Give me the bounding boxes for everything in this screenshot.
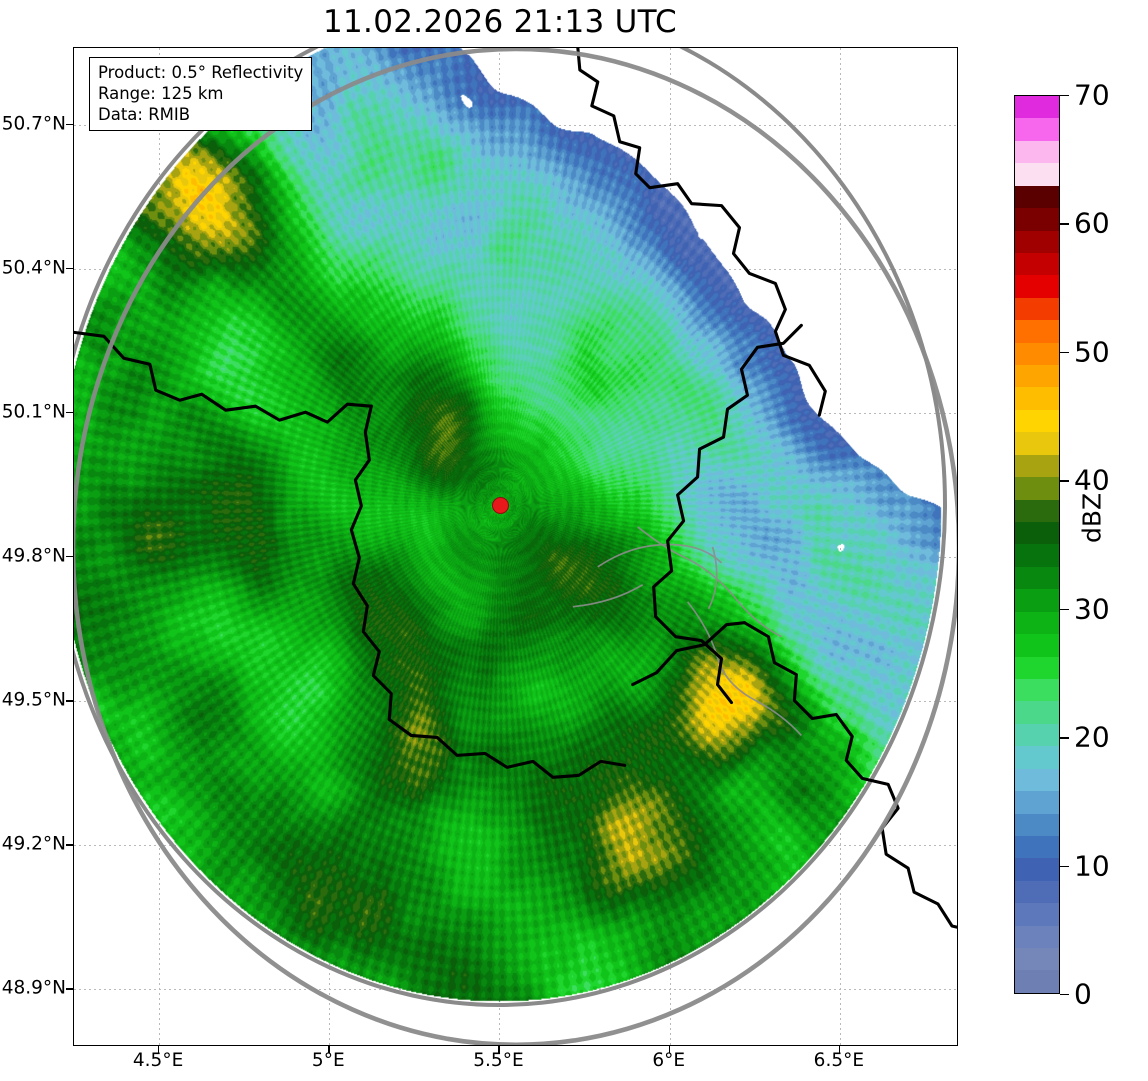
colorbar-segment-28 <box>1015 723 1059 747</box>
x-tick-label-2: 5.5°E <box>473 1050 524 1071</box>
colorbar-tick <box>1060 480 1069 482</box>
colorbar-tick <box>1060 865 1069 867</box>
colorbar-segment-2 <box>1015 140 1059 164</box>
reflectivity-colorbar[interactable] <box>1014 95 1060 994</box>
colorbar-segment-17 <box>1015 477 1059 500</box>
y-tick-label-5: 49.2°N <box>1 833 66 855</box>
colorbar-tick <box>1060 223 1069 225</box>
x-tick-mark <box>328 1046 330 1053</box>
colorbar-segment-15 <box>1015 432 1059 455</box>
colorbar-segment-14 <box>1015 409 1059 433</box>
radar-site-marker[interactable] <box>491 496 509 514</box>
colorbar-segment-7 <box>1015 252 1059 276</box>
page-title: 11.02.2026 21:13 UTC <box>323 4 677 40</box>
colorbar-segment-31 <box>1015 791 1059 814</box>
colorbar-tick-label-1: 60 <box>1074 206 1110 240</box>
colorbar-segment-36 <box>1015 903 1059 926</box>
colorbar-segment-11 <box>1015 342 1059 366</box>
colorbar-segment-8 <box>1015 275 1059 298</box>
x-tick-label-1: 5°E <box>311 1050 345 1071</box>
y-tick-mark <box>66 123 73 126</box>
x-tick-label-4: 6.5°E <box>813 1050 865 1071</box>
y-tick-mark <box>66 267 73 270</box>
colorbar-segment-5 <box>1015 208 1059 231</box>
colorbar-segment-3 <box>1015 163 1059 186</box>
colorbar-segment-35 <box>1015 880 1059 904</box>
colorbar-tick-label-2: 50 <box>1074 335 1110 369</box>
colorbar-tick-label-6: 10 <box>1074 849 1110 883</box>
y-tick-label-6: 48.9°N <box>1 977 66 999</box>
colorbar-segment-27 <box>1015 701 1059 724</box>
colorbar-segment-24 <box>1015 634 1059 657</box>
y-tick-label-2: 50.1°N <box>1 401 66 423</box>
y-tick-mark <box>66 412 73 414</box>
radar-plot-area: Product: 0.5° Reflectivity Range: 125 km… <box>74 48 957 1045</box>
colorbar-unit-label: dBZ <box>1077 492 1107 543</box>
radar-plot-panel[interactable]: Product: 0.5° Reflectivity Range: 125 km… <box>73 47 958 1046</box>
colorbar-segment-19 <box>1015 522 1059 545</box>
info-box: Product: 0.5° Reflectivity Range: 125 km… <box>89 57 313 131</box>
colorbar-segment-38 <box>1015 948 1059 971</box>
y-tick-label-1: 50.4°N <box>1 257 66 279</box>
x-tick-mark <box>158 1046 160 1053</box>
colorbar-segment-16 <box>1015 454 1059 478</box>
x-tick-mark <box>838 1046 841 1053</box>
colorbar-tick-label-3: 40 <box>1074 463 1110 497</box>
y-tick-mark <box>66 556 73 558</box>
colorbar-segment-33 <box>1015 835 1059 859</box>
colorbar-segment-21 <box>1015 566 1059 590</box>
colorbar-tick-label-5: 20 <box>1074 720 1110 754</box>
info-product: Product: 0.5° Reflectivity <box>98 63 304 82</box>
y-tick-mark <box>66 700 73 702</box>
info-data: Data: RMIB <box>98 105 191 124</box>
colorbar-segment-4 <box>1015 185 1059 209</box>
colorbar-segment-22 <box>1015 589 1059 612</box>
info-range: Range: 125 km <box>98 84 224 103</box>
colorbar-segment-13 <box>1015 387 1059 410</box>
colorbar-segment-39 <box>1015 970 1059 993</box>
x-tick-label-0: 4.5°E <box>132 1050 184 1071</box>
colorbar-segment-23 <box>1015 611 1059 635</box>
colorbar-segment-1 <box>1015 118 1059 141</box>
colorbar-segment-25 <box>1015 656 1059 679</box>
x-tick-label-3: 6°E <box>652 1050 686 1071</box>
colorbar-segment-10 <box>1015 320 1059 343</box>
colorbar-segment-26 <box>1015 678 1059 702</box>
y-tick-label-0: 50.7°N <box>1 113 66 135</box>
x-tick-mark <box>498 1046 500 1053</box>
y-tick-label-3: 49.8°N <box>1 545 66 567</box>
colorbar-segment-0 <box>1015 96 1059 119</box>
colorbar-segment-20 <box>1015 544 1059 567</box>
y-tick-mark <box>66 988 73 990</box>
colorbar-segment-12 <box>1015 365 1059 388</box>
colorbar-segment-18 <box>1015 499 1059 523</box>
colorbar-segment-9 <box>1015 297 1059 321</box>
colorbar-segment-29 <box>1015 746 1059 769</box>
colorbar-tick <box>1060 351 1069 354</box>
y-tick-label-4: 49.5°N <box>1 689 66 711</box>
colorbar-segment-30 <box>1015 768 1059 792</box>
colorbar-tick <box>1060 608 1069 611</box>
y-tick-mark <box>66 844 73 846</box>
colorbar-segment-37 <box>1015 925 1059 949</box>
colorbar-tick <box>1060 737 1069 739</box>
colorbar-tick <box>1060 994 1069 996</box>
colorbar-segment-34 <box>1015 858 1059 881</box>
colorbar-tick-label-7: 0 <box>1074 977 1092 1011</box>
colorbar-tick <box>1060 95 1069 97</box>
radar-echo-disc <box>74 48 944 1004</box>
colorbar-segment-6 <box>1015 230 1059 253</box>
colorbar-tick-label-4: 30 <box>1074 592 1110 626</box>
x-tick-mark <box>668 1046 671 1053</box>
colorbar-segment-32 <box>1015 813 1059 836</box>
colorbar-tick-label-0: 70 <box>1074 78 1110 112</box>
